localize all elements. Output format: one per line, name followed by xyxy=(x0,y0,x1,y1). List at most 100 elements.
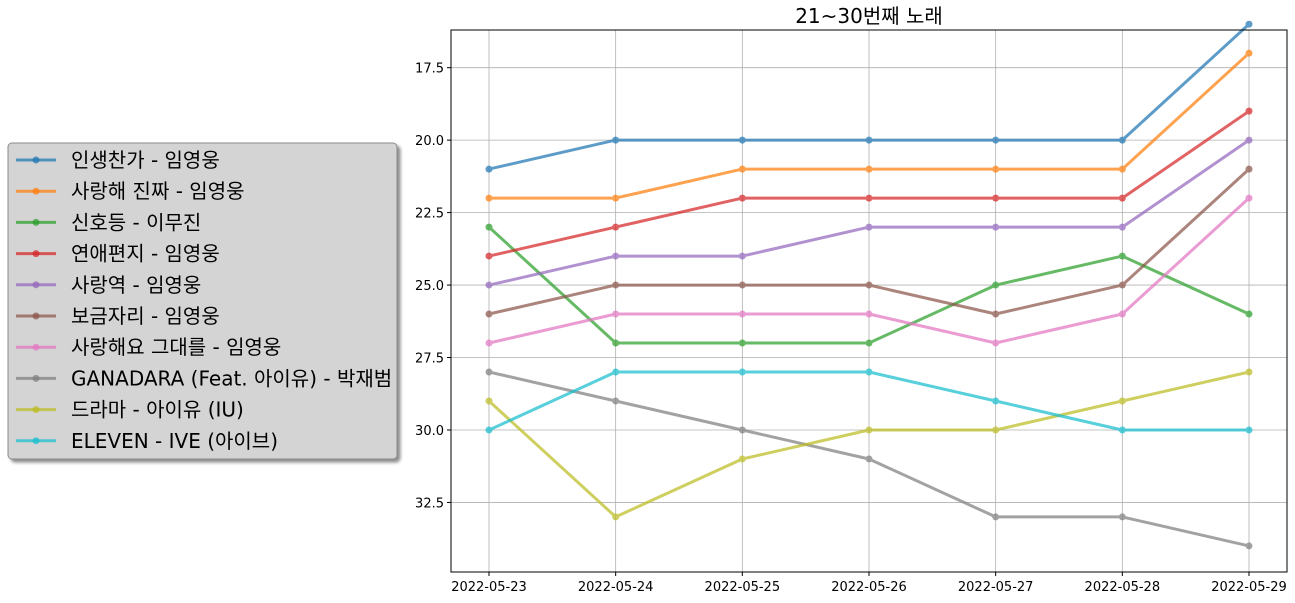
data-point xyxy=(612,397,620,405)
data-point xyxy=(1245,49,1253,57)
legend-entry: 사랑해 진짜 - 임영웅 xyxy=(16,179,245,203)
x-tick-label: 2022-05-24 xyxy=(578,580,654,595)
legend-swatch-marker xyxy=(32,437,40,445)
legend-label: GANADARA (Feat. 아이유) - 박재범 xyxy=(71,366,392,390)
data-point xyxy=(612,368,620,376)
data-point xyxy=(1118,194,1126,202)
legend-swatch-marker xyxy=(32,406,40,414)
data-point xyxy=(992,513,1000,521)
legend-swatch-marker xyxy=(32,250,40,258)
data-point xyxy=(992,136,1000,144)
y-axis: 17.5 20.0 22.5 25.0 27.5 30.0 32.5 xyxy=(415,62,451,511)
data-point xyxy=(1245,20,1253,28)
data-point xyxy=(738,281,746,289)
legend-swatch-marker xyxy=(32,187,40,195)
data-point xyxy=(738,426,746,434)
legend-swatch-marker xyxy=(32,374,40,382)
data-point xyxy=(865,426,873,434)
data-point xyxy=(1118,513,1126,521)
legend-label: 사랑해요 그대를 - 임영웅 xyxy=(71,335,281,359)
data-point xyxy=(992,310,1000,318)
data-point xyxy=(612,513,620,521)
series-line xyxy=(485,136,1253,289)
data-point xyxy=(485,426,493,434)
data-point xyxy=(992,339,1000,347)
chart-title: 21~30번째 노래 xyxy=(795,4,943,28)
series-line xyxy=(485,194,1253,347)
series-line xyxy=(485,368,1253,550)
series-line xyxy=(485,49,1253,202)
legend-label: 보금자리 - 임영웅 xyxy=(71,304,220,328)
data-point xyxy=(738,310,746,318)
y-tick-label: 30.0 xyxy=(415,424,444,439)
data-point xyxy=(738,194,746,202)
data-point xyxy=(738,368,746,376)
series-line xyxy=(485,223,1253,347)
legend-entry: GANADARA (Feat. 아이유) - 박재범 xyxy=(16,366,392,390)
data-point xyxy=(612,194,620,202)
data-point xyxy=(485,397,493,405)
legend-entry: 인생찬가 - 임영웅 xyxy=(16,148,220,172)
data-point xyxy=(485,194,493,202)
legend-entry: ELEVEN - IVE (아이브) xyxy=(16,429,278,453)
data-point xyxy=(485,339,493,347)
grid xyxy=(451,30,1287,572)
data-point xyxy=(992,223,1000,231)
legend-swatch-marker xyxy=(32,312,40,320)
data-point xyxy=(485,252,493,260)
data-point xyxy=(612,223,620,231)
data-point xyxy=(1118,252,1126,260)
data-point xyxy=(1118,165,1126,173)
x-axis: 2022-05-23 2022-05-24 2022-05-25 2022-05-26… xyxy=(451,572,1287,595)
data-point xyxy=(1118,223,1126,231)
data-point xyxy=(738,165,746,173)
data-point xyxy=(738,455,746,463)
data-point xyxy=(1118,397,1126,405)
x-tick-label: 2022-05-27 xyxy=(958,580,1034,595)
data-point xyxy=(485,165,493,173)
legend-swatch-marker xyxy=(32,281,40,289)
legend-box xyxy=(7,142,398,460)
data-point xyxy=(485,281,493,289)
data-point xyxy=(865,368,873,376)
series-line xyxy=(485,368,1253,521)
data-point xyxy=(1245,310,1253,318)
legend-entry: 연애편지 - 임영웅 xyxy=(16,242,220,266)
legend-entry: 신호등 - 이무진 xyxy=(16,210,201,234)
data-point xyxy=(865,136,873,144)
x-tick-label: 2022-05-25 xyxy=(705,580,781,595)
data-point xyxy=(1118,281,1126,289)
legend-label: ELEVEN - IVE (아이브) xyxy=(71,429,278,453)
data-point xyxy=(1245,426,1253,434)
y-tick-label: 17.5 xyxy=(415,62,444,77)
x-tick-label: 2022-05-23 xyxy=(451,580,527,595)
y-tick-label: 27.5 xyxy=(415,352,444,367)
legend-label: 인생찬가 - 임영웅 xyxy=(71,148,220,172)
data-point xyxy=(485,310,493,318)
y-tick-label: 20.0 xyxy=(415,134,444,149)
data-point xyxy=(865,281,873,289)
y-tick-label: 22.5 xyxy=(415,207,444,222)
data-point xyxy=(738,136,746,144)
data-point xyxy=(992,281,1000,289)
x-tick-label: 2022-05-26 xyxy=(831,580,907,595)
legend-label: 드라마 - 아이유 (IU) xyxy=(71,398,244,422)
legend-swatch-marker xyxy=(32,218,40,226)
data-point xyxy=(485,223,493,231)
legend-label: 사랑역 - 임영웅 xyxy=(71,273,201,297)
series-layer xyxy=(485,20,1253,550)
legend-swatch-marker xyxy=(32,343,40,351)
series-line xyxy=(485,107,1253,260)
legend-entry: 드라마 - 아이유 (IU) xyxy=(16,398,244,422)
data-point xyxy=(992,426,1000,434)
data-point xyxy=(738,339,746,347)
data-point xyxy=(1245,194,1253,202)
data-point xyxy=(865,455,873,463)
data-point xyxy=(1118,426,1126,434)
x-tick-label: 2022-05-28 xyxy=(1085,580,1161,595)
data-point xyxy=(1245,136,1253,144)
data-point xyxy=(865,310,873,318)
data-point xyxy=(1245,165,1253,173)
